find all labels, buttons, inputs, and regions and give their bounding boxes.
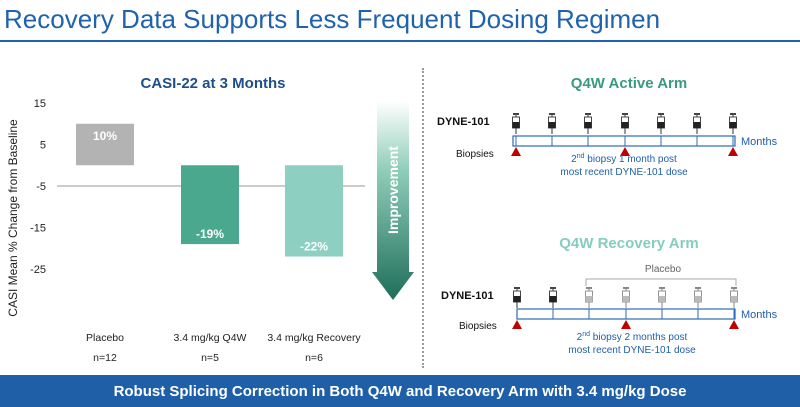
- bar: [181, 165, 239, 245]
- bar-value-label: -22%: [300, 240, 328, 254]
- active-drug-label: DYNE-101: [437, 116, 490, 128]
- biopsy-triangle-icon: [621, 320, 631, 329]
- y-tick-label: -5: [36, 181, 46, 193]
- chart-title: CASI-22 at 3 Months: [140, 75, 285, 92]
- page-title: Recovery Data Supports Less Frequent Dos…: [4, 4, 661, 34]
- y-tick-label: -25: [30, 264, 46, 276]
- biopsy-triangle-icon: [512, 320, 522, 329]
- active-biopsies-label: Biopsies: [456, 149, 494, 160]
- placebo-syringe-icon: [658, 286, 666, 309]
- recovery-note-line2: most recent DYNE-101 dose: [568, 345, 696, 356]
- syringe-icon: [693, 112, 701, 135]
- syringe-icon: [584, 112, 592, 135]
- title-rule: [0, 40, 800, 42]
- n-label: n=6: [305, 352, 323, 364]
- recovery-biopsy-markers: [512, 320, 739, 329]
- recovery-dose-markers: [513, 286, 738, 309]
- y-tick-label: 15: [34, 98, 46, 110]
- y-tick-label: -15: [30, 223, 46, 235]
- biopsy-triangle-icon: [511, 147, 521, 156]
- placebo-syringe-icon: [585, 286, 593, 309]
- placebo-syringe-icon: [730, 286, 738, 309]
- recovery-drug-label: DYNE-101: [441, 290, 494, 302]
- placebo-syringe-icon: [694, 286, 702, 309]
- y-axis-ticks: 15 5 -5 -15 -25: [30, 98, 46, 276]
- active-note-line1: 2nd biopsy 1 month post: [571, 153, 677, 165]
- syringe-icon: [548, 112, 556, 135]
- active-timeline: [512, 135, 736, 147]
- syringe-icon: [549, 286, 557, 309]
- improvement-arrow-label: Improvement: [385, 146, 401, 234]
- syringe-icon: [729, 112, 737, 135]
- bar: [76, 123, 134, 166]
- placebo-syringe-icon: [622, 286, 630, 309]
- syringe-icon: [512, 112, 520, 135]
- recovery-note-line1: 2nd biopsy 2 months post: [577, 331, 688, 343]
- category-label: 3.4 mg/kg Recovery: [267, 332, 361, 344]
- bar-series: 10% -19% -22%: [76, 123, 343, 257]
- y-tick-label: 5: [40, 140, 46, 152]
- footer-banner: Robust Splicing Correction in Both Q4W a…: [0, 375, 800, 407]
- recovery-months-label: Months: [741, 309, 778, 321]
- bar-value-label: -19%: [196, 227, 224, 241]
- placebo-bracket: [585, 278, 737, 286]
- n-label: n=12: [93, 352, 117, 364]
- category-label: Placebo: [86, 332, 124, 344]
- n-label: n=5: [201, 352, 219, 364]
- placebo-bracket-label: Placebo: [645, 264, 682, 275]
- biopsy-triangle-icon: [620, 147, 630, 156]
- syringe-icon: [657, 112, 665, 135]
- active-months-label: Months: [741, 136, 778, 148]
- panel-divider: [422, 68, 424, 368]
- active-arm-title: Q4W Active Arm: [571, 75, 687, 92]
- active-biopsy-markers: [511, 147, 738, 156]
- recovery-arm-title: Q4W Recovery Arm: [559, 235, 699, 252]
- recovery-timeline-ticks: [516, 309, 735, 319]
- recovery-biopsies-label: Biopsies: [459, 321, 497, 332]
- active-dose-markers: [512, 112, 737, 135]
- syringe-icon: [513, 286, 521, 309]
- biopsy-triangle-icon: [728, 147, 738, 156]
- active-timeline-ticks: [515, 136, 734, 146]
- category-labels: Placebo n=12 3.4 mg/kg Q4W n=5 3.4 mg/kg Rec…: [86, 332, 361, 364]
- biopsy-triangle-icon: [729, 320, 739, 329]
- bar: [285, 165, 343, 257]
- y-axis-label: CASI Mean % Change from Baseline: [6, 119, 20, 317]
- category-label: 3.4 mg/kg Q4W: [174, 332, 247, 344]
- bar-value-label: 10%: [93, 129, 117, 143]
- improvement-arrow: [372, 101, 414, 300]
- active-note-line2: most recent DYNE-101 dose: [560, 167, 688, 178]
- syringe-icon: [621, 112, 629, 135]
